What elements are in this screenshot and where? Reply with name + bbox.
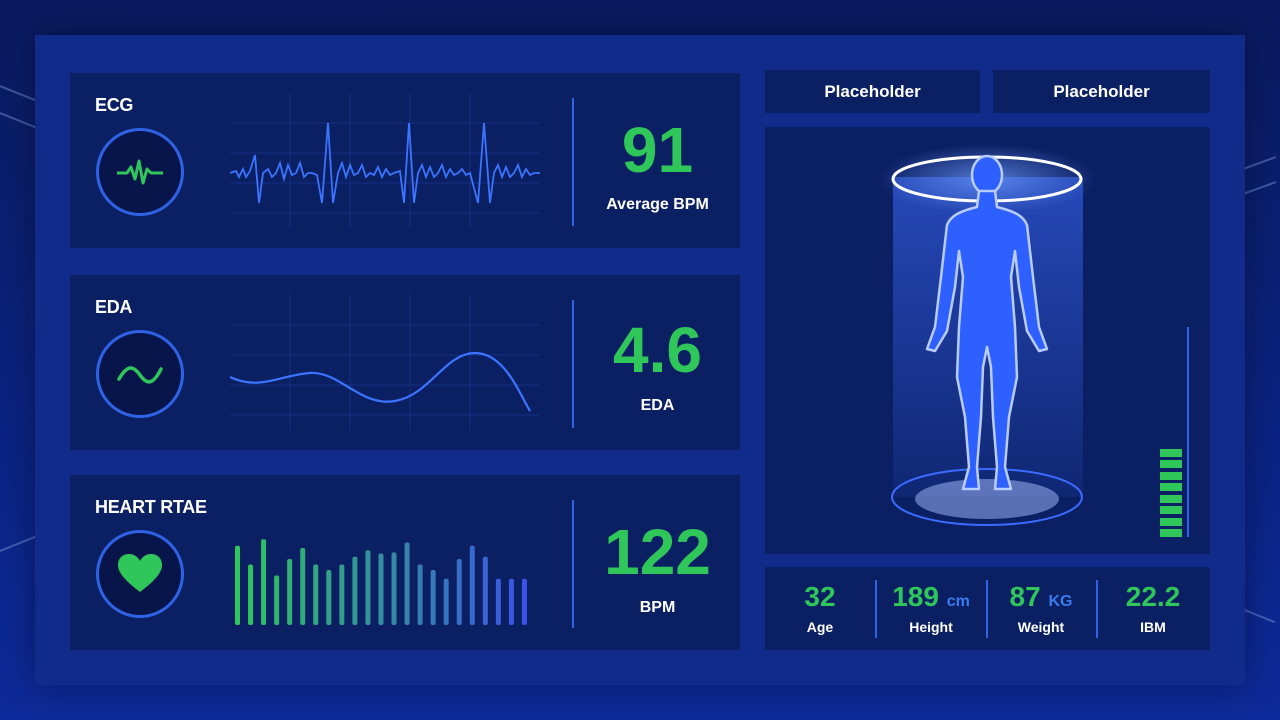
stat-height-unit: cm: [946, 593, 970, 610]
heart-rate-bar: [469, 545, 475, 625]
heart-rate-bar: [300, 548, 306, 625]
eda-divider: [572, 300, 574, 428]
heart-rate-bar: [235, 545, 240, 625]
ecg-panel: ECG 91 Average BPM: [70, 73, 740, 248]
heart-rate-divider: [572, 500, 574, 628]
ecg-title: ECG: [95, 95, 134, 115]
heart-rate-bar: [378, 553, 384, 625]
eda-chart: [230, 295, 540, 430]
level-bar: [1160, 517, 1182, 526]
level-bar: [1160, 506, 1182, 514]
heart-rate-bar: [417, 564, 423, 625]
human-body-hologram-icon: [877, 144, 1097, 526]
heart-rate-bar: [404, 542, 410, 625]
heart-rate-bar: [430, 570, 436, 625]
level-bar: [1160, 448, 1182, 457]
eda-label: EDA: [640, 397, 675, 414]
placeholder-button-right[interactable]: Placeholder: [993, 70, 1210, 113]
heart-rate-bar: [508, 578, 514, 625]
stat-divider: [1096, 580, 1098, 638]
level-bar: [1160, 471, 1182, 480]
heart-rate-bar: [482, 556, 488, 625]
level-bar: [1160, 483, 1182, 491]
heart-rate-bar: [391, 552, 397, 625]
heart-rate-bar: [248, 564, 254, 625]
stat-ibm-label: IBM: [1140, 619, 1166, 635]
ecg-badge: [96, 128, 184, 216]
heart-rate-bar: [287, 559, 293, 625]
level-indicator: [1160, 445, 1184, 537]
stat-divider: [986, 580, 988, 638]
stat-divider: [875, 580, 877, 638]
heart-rate-title: HEART RTAE: [95, 497, 207, 517]
ecg-chart: [230, 93, 540, 228]
stat-weight-unit: KG: [1048, 593, 1073, 610]
heart-rate-bar: [365, 550, 371, 625]
heart-rate-bar: [274, 575, 280, 625]
stat-ibm: 22.2 IBM: [1098, 567, 1208, 650]
stat-age: 32 Age: [765, 567, 875, 650]
level-bar: [1160, 494, 1182, 503]
stat-height-label: Height: [909, 619, 953, 635]
stat-weight-value: 87: [1009, 581, 1041, 612]
level-bar: [1160, 460, 1182, 468]
heart-rate-bar: [352, 556, 358, 625]
heart-rate-label: BPM: [639, 599, 676, 616]
stats-panel: 32 Age 189 cm Height 87 KG Weight 22.2 I…: [765, 567, 1210, 650]
heart-rate-bar: [261, 539, 267, 625]
heart-rate-value: 122: [604, 516, 711, 588]
level-indicator-line: [1187, 327, 1189, 537]
heart-rate-panel: HEART RTAE 122 BPM: [70, 475, 740, 650]
heart-rate-bar-chart: [235, 539, 527, 625]
eda-value: 4.6: [613, 314, 702, 386]
stat-weight: 87 KG Weight: [986, 567, 1096, 650]
sine-wave-icon: [117, 366, 163, 384]
body-view-panel: [765, 127, 1210, 554]
eda-badge: [96, 330, 184, 418]
heart-rate-bar: [495, 578, 501, 625]
ecg-waveform: [230, 122, 540, 204]
ecg-label: Average BPM: [606, 196, 709, 213]
placeholder-button-left[interactable]: Placeholder: [765, 70, 980, 113]
stat-height: 189 cm Height: [876, 567, 986, 650]
eda-panel: EDA 4.6 EDA: [70, 275, 740, 450]
heart-rate-bar: [313, 564, 319, 625]
stat-age-value: 32: [804, 581, 836, 612]
dashboard-board: ECG 91 Average BPM EDA: [35, 35, 1245, 685]
heart-rate-bar: [456, 559, 462, 625]
stat-age-label: Age: [806, 619, 834, 635]
level-bar: [1160, 529, 1182, 537]
heart-rate-bar: [326, 570, 332, 625]
heartbeat-pulse-icon: [117, 159, 163, 185]
heart-rate-bar: [339, 564, 345, 625]
heart-icon: [118, 554, 162, 592]
ecg-divider: [572, 98, 574, 226]
stat-weight-label: Weight: [1017, 619, 1065, 635]
heart-rate-bar: [521, 578, 527, 625]
stat-height-value: 189: [892, 581, 939, 612]
eda-waveform: [230, 351, 531, 412]
heart-badge: [96, 530, 184, 618]
ecg-value: 91: [621, 114, 694, 186]
stat-ibm-value: 22.2: [1125, 581, 1181, 612]
heart-rate-bar: [443, 578, 449, 625]
eda-title: EDA: [95, 297, 133, 317]
